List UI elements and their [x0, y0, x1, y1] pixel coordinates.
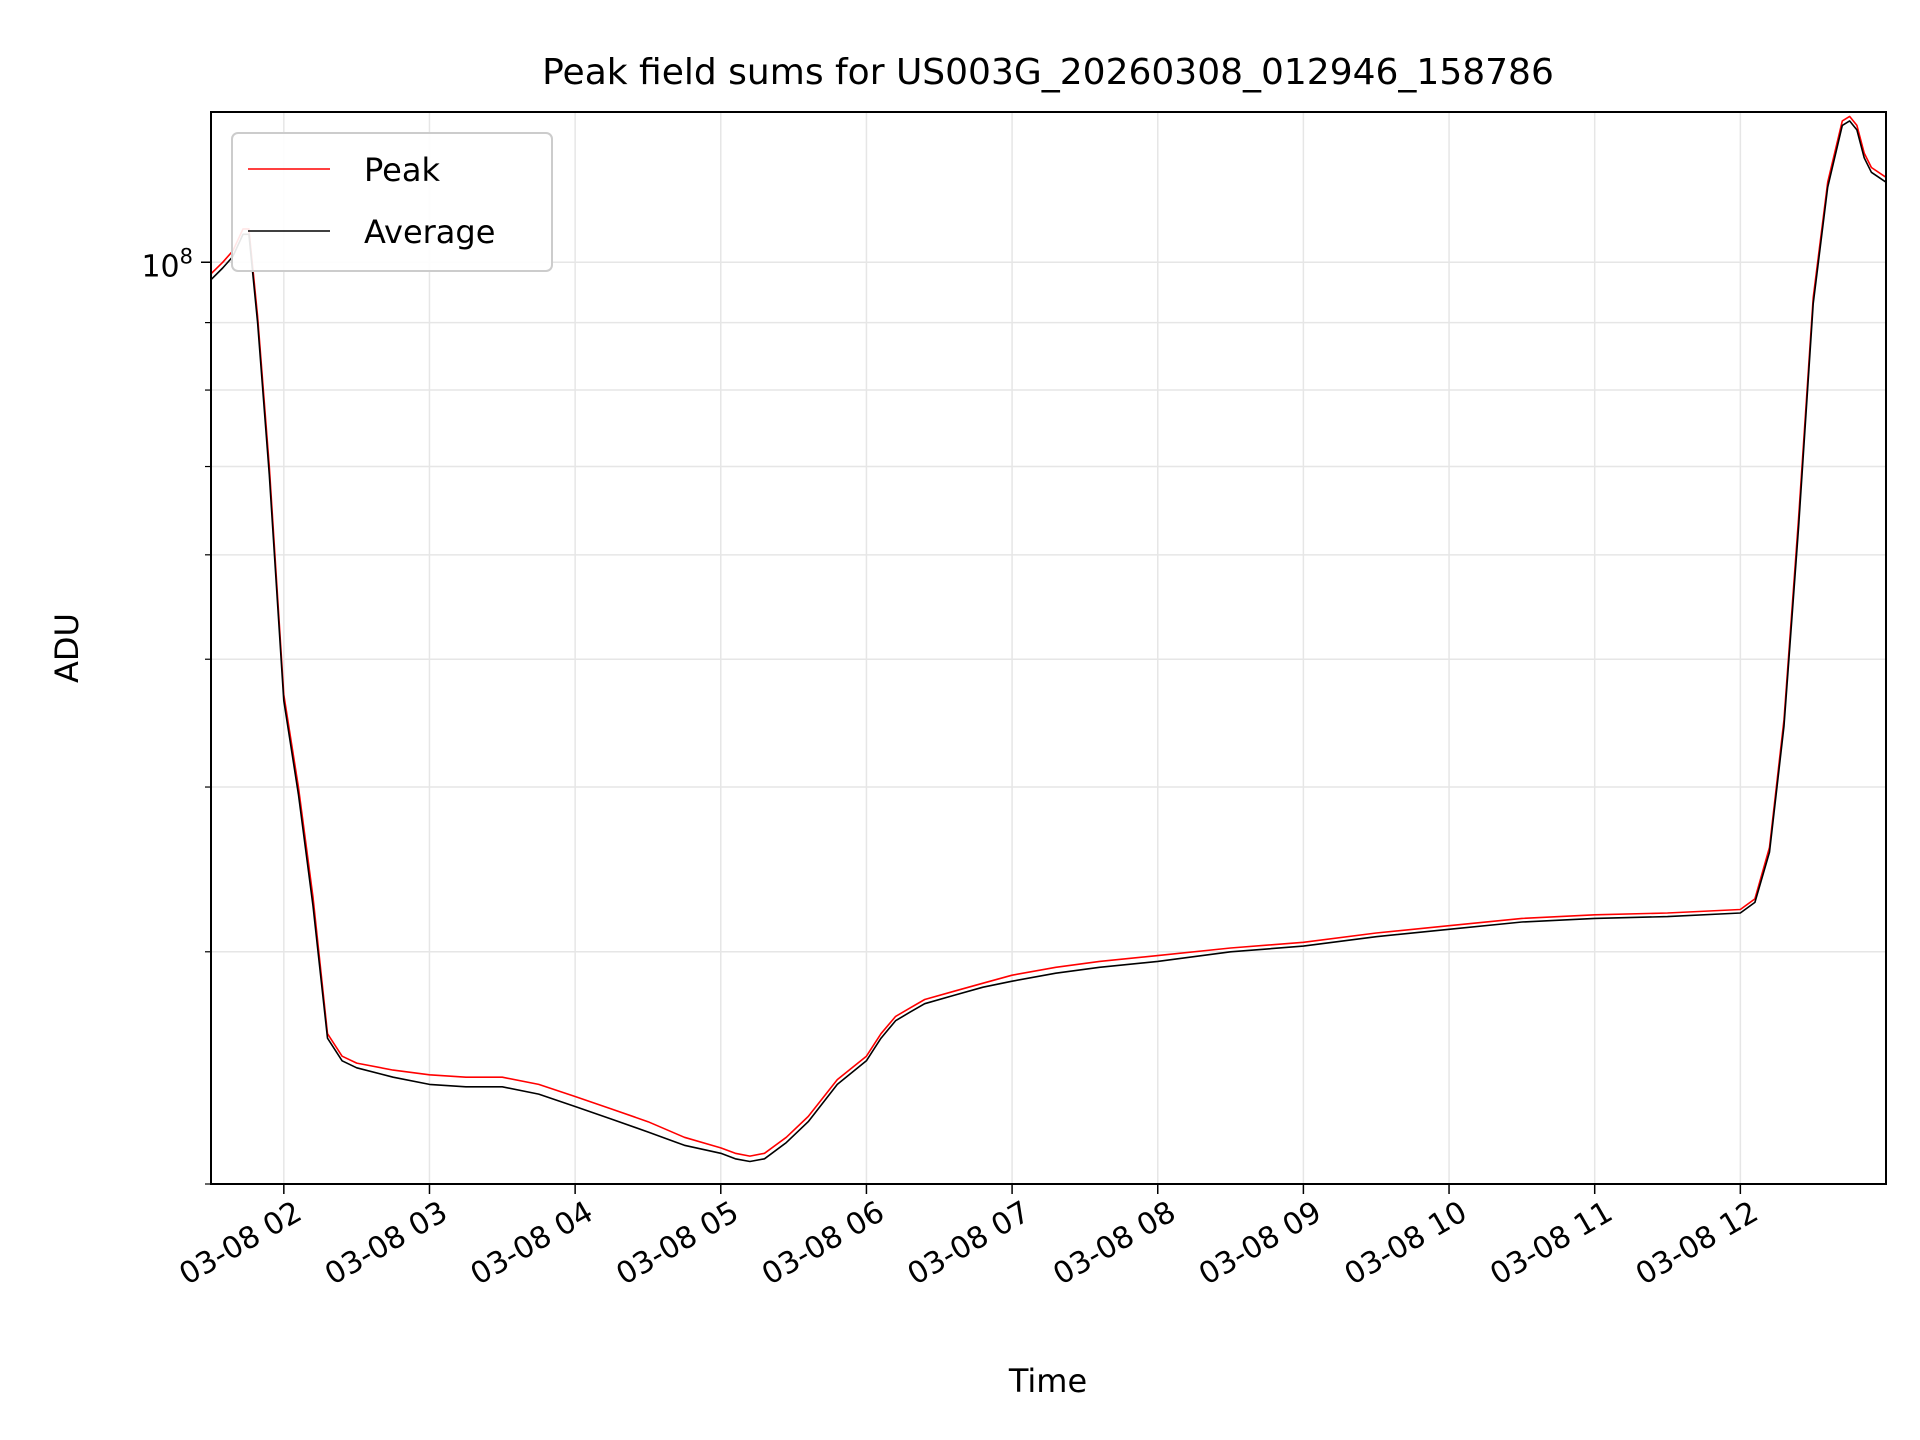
x-axis-label: Time	[1008, 1362, 1087, 1400]
y-tick-exponent: 8	[180, 244, 193, 268]
legend: Peak Average	[231, 132, 553, 272]
legend-label-peak: Peak	[364, 151, 440, 189]
chart-title: Peak field sums for US003G_20260308_0129…	[542, 52, 1554, 93]
series-layer	[210, 115, 1887, 1163]
y-major-tick: 108	[141, 244, 211, 284]
legend-box	[231, 132, 553, 272]
series-line-average	[210, 120, 1887, 1163]
y-tick-label: 108	[141, 244, 193, 284]
y-axis-label: ADU	[48, 613, 86, 683]
legend-label-average: Average	[364, 213, 495, 251]
y-tick-base: 10	[141, 249, 179, 284]
plot-frame	[210, 111, 1887, 1185]
